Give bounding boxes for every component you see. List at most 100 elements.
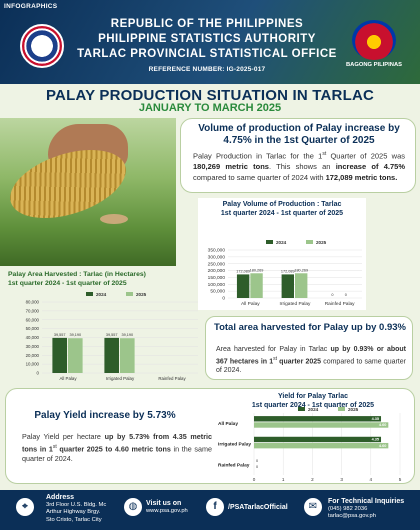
volume-chart-card: Palay Volume of Production : Tarlac 1st … [198,198,366,310]
volume-text-4: compared to same quarter of 2024 with [193,172,326,182]
footer-website[interactable]: Visit us on www.psa.gov.ph [146,500,188,515]
header-banner: INFOGRAPHICS REPUBLIC OF THE PHILIPPINES… [0,0,420,84]
yield-legend-swatch-2024 [298,407,305,411]
area-legend-swatch-2024 [86,292,93,296]
volume-bar-1-2025 [295,273,308,298]
area-bar-1-2024 [104,337,119,373]
yield-bar-0-2024 [254,416,382,422]
volume-increase: increase of 4.75% [335,162,405,171]
total-area-sup: st [273,355,277,362]
address-label: Address [46,494,75,501]
area-chart-title-text: Palay Area Harvested : Tarlac (in Hectar… [8,271,146,278]
area-chart-svg: 2024 2025 80,000 70,000 60,000 50,000 40,000 30… [26,292,198,381]
volume-2025-value: 180,269 metric tons [193,162,269,171]
volume-ytick-label: 50,000 [210,289,225,295]
facebook-icon: f [206,498,224,516]
area-category-label: Rainfed Palay [158,376,186,381]
area-category-label: All Palay [59,376,77,381]
volume-legend-swatch-2025 [306,240,313,244]
area-legend-label-2025: 2025 [136,292,147,297]
volume-data-label: 172,089 [281,269,295,273]
yield-text-1: Palay Yield per hectare [22,432,105,441]
yield-bar-1-2024 [254,436,382,443]
volume-ytick-label: 150,000 [208,275,226,281]
volume-text-2: Quarter of 2025 was [326,151,405,161]
area-ytick-label: 60,000 [26,317,40,322]
volume-legend-swatch-2024 [266,240,273,244]
yield-xtick-label: 3 [340,477,343,482]
total-area-text-1: Area harvested for Palay in Tarlac [216,346,331,353]
area-data-label: 39,190 [121,333,133,337]
area-ytick-label: 20,000 [26,353,40,358]
yield-data-label: 0 [256,465,258,469]
yield-text-2: in the same quarter of 2024. [22,444,212,464]
volume-text-1: Palay Production in Tarlac for the 1 [193,151,323,161]
inquiry-email[interactable]: tarlac@psa.gov.ph [328,513,376,520]
volume-bar-0-2025 [250,273,263,298]
yield-body: Palay Yield per hectare up by 5.73% from… [22,432,212,464]
yield-xtick-label: 1 [282,477,285,482]
area-ytick-label: 80,000 [26,300,40,305]
volume-legend-label-2025: 2025 [316,240,327,245]
area-ytick-label: 10,000 [26,362,40,367]
yield-xtick-label: 2 [311,477,314,482]
area-legend-label-2024: 2024 [96,292,107,297]
total-area-bold-2: quarter 2025 [277,357,322,365]
yield-sup: st [52,444,57,450]
yield-bold-2: quarter 2025 to 4.60 metric tons [56,444,171,454]
yield-xtick-label: 4 [370,477,373,482]
yield-data-label: 4.60 [379,444,386,448]
volume-bar-1-2024 [281,274,294,298]
volume-data-label: 172,089 [236,269,250,273]
area-data-label: 39,190 [69,333,81,337]
area-bar-0-2025 [68,338,83,373]
yield-data-label: 0 [256,459,258,463]
volume-data-label: 0 [331,293,333,297]
farmer-hat-image [100,214,128,224]
reference-number: REFERENCE NUMBER: IG-2025-017 [148,66,266,73]
area-ytick-label: 30,000 [26,344,40,349]
inquiry-phone: (045) 982 2036 [328,506,368,513]
footer-inquiries: For Technical Inquiries (045) 982 2036 t… [328,498,404,521]
footer-facebook[interactable]: /PSATarlacOfficial [228,504,288,512]
yield-legend-label-2025: 2025 [348,407,359,412]
page-title: PALAY PRODUCTION SITUATION IN TARLAC [45,87,375,104]
visit-label: Visit us on [146,500,182,507]
page-subtitle: JANUARY TO MARCH 2025 [138,102,282,114]
area-chart-subtitle: 1st quarter 2024 - 1st quarter of 2025 [8,280,127,287]
volume-chart-svg: 2024 2025 350,000300,000250,000200,000150,… [208,240,362,307]
volume-heading: Volume of production of Palay increase b… [198,123,400,146]
yield-heading: Palay Yield increase by 5.73% [34,410,176,421]
volume-body: Palay Production in Tarlac for the 1st Q… [193,149,405,183]
area-data-label: 39,557 [54,333,66,337]
facebook-link[interactable]: /PSATarlacOfficial [228,504,288,511]
yield-bar-0-2025 [254,422,389,428]
website-link[interactable]: www.psa.gov.ph [146,508,188,515]
inquiry-label: For Technical Inquiries [328,498,405,505]
volume-category-label: Irrigated Palay [280,301,312,307]
area-category-label: Irrigated Palay [106,376,135,381]
volume-sup: st [322,151,327,157]
yield-bar-1-2025 [254,442,389,449]
volume-ytick-label: 200,000 [208,268,226,274]
area-ytick-label: 70,000 [26,308,40,313]
volume-chart-title-text: Palay Volume of Production : Tarlac [222,201,342,208]
yield-data-label: 4.35 [372,417,379,421]
volume-ytick-label: 250,000 [208,261,226,267]
yield-chart-title-text: Yield for Palay Tarlac [277,393,349,400]
volume-category-label: All Palay [241,301,260,307]
infographics-tag: INFOGRAPHICS [4,3,58,10]
volume-2024-value: 172,089 metric tons. [325,172,398,182]
yield-category-label: Rainfed Palay [218,462,250,468]
volume-ytick-label: 0 [222,296,225,302]
address-line-3: Sto Cristo, Tarlac City [46,516,102,523]
volume-chart-title: Palay Volume of Production : Tarlac 1st … [198,200,366,218]
yield-bold-1: up by 5.73% from 4.35 metric tons in 1 [22,432,212,454]
email-icon: ✉ [304,498,322,516]
volume-data-label: 180,269 [294,268,308,272]
footer: ⌖ Address 3rd Floor U.S. Bldg. Mc Arthur… [0,490,420,530]
total-area-bold-1: up by 0.93% or about 367 hectares in 1 [216,346,407,365]
total-area-card: Total area harvested for Palay up by 0.9… [205,316,413,380]
volume-ytick-label: 100,000 [208,282,226,288]
